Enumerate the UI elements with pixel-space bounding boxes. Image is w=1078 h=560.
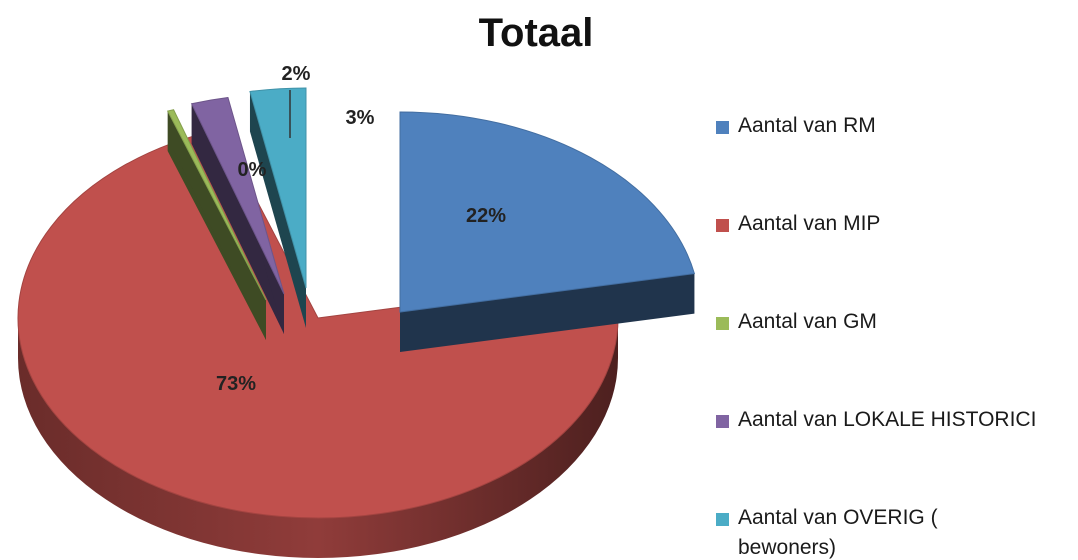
data-label: 2%	[282, 63, 311, 85]
slice-side	[18, 318, 618, 558]
legend-swatch	[716, 121, 729, 134]
slice-top	[17, 128, 619, 519]
slice-top	[399, 111, 696, 313]
legend-item: Aantal van LOKALE HISTORICI	[716, 408, 1036, 431]
slice-top	[166, 109, 267, 301]
legend-label: Aantal van LOKALE HISTORICI	[738, 408, 1036, 431]
legend-label: Aantal van OVERIG (	[738, 506, 938, 529]
slice-wall	[249, 91, 306, 328]
legend-item: Aantal van RM	[716, 114, 876, 137]
data-labels: 22% 73% 0% 2% 3%	[216, 63, 506, 395]
chart-title: Totaal	[479, 11, 594, 55]
slice-wall	[191, 103, 284, 334]
pie-slice-aantal-van-lokale-historici	[190, 96, 285, 334]
data-label: 22%	[466, 205, 506, 227]
legend-swatch	[716, 317, 729, 330]
slice-top	[190, 96, 285, 295]
legend-label: Aantal van RM	[738, 114, 876, 137]
legend-swatch	[716, 219, 729, 232]
legend-swatch	[716, 513, 729, 526]
legend-label: bewoners)	[738, 536, 836, 559]
data-label: 0%	[238, 159, 267, 181]
data-label: 73%	[216, 373, 256, 395]
legend-label: Aantal van GM	[738, 310, 877, 333]
legend-item: Aantal van GM	[716, 310, 877, 333]
pie-slice-aantal-van-gm	[166, 109, 267, 340]
pie-slice-aantal-van-rm	[399, 111, 696, 352]
data-label: 3%	[346, 107, 375, 129]
pie-body	[17, 87, 696, 558]
legend-swatch	[716, 415, 729, 428]
slice-top	[249, 87, 307, 289]
legend-item: Aantal van OVERIG ( bewoners)	[716, 506, 938, 559]
pie-slice-aantal-van-overig-bewoners	[249, 87, 307, 328]
legend-item: Aantal van MIP	[716, 212, 880, 235]
legend-label: Aantal van MIP	[738, 212, 880, 235]
legend: Aantal van RM Aantal van MIP Aantal van GM…	[716, 114, 1036, 559]
slice-wall	[400, 273, 695, 352]
